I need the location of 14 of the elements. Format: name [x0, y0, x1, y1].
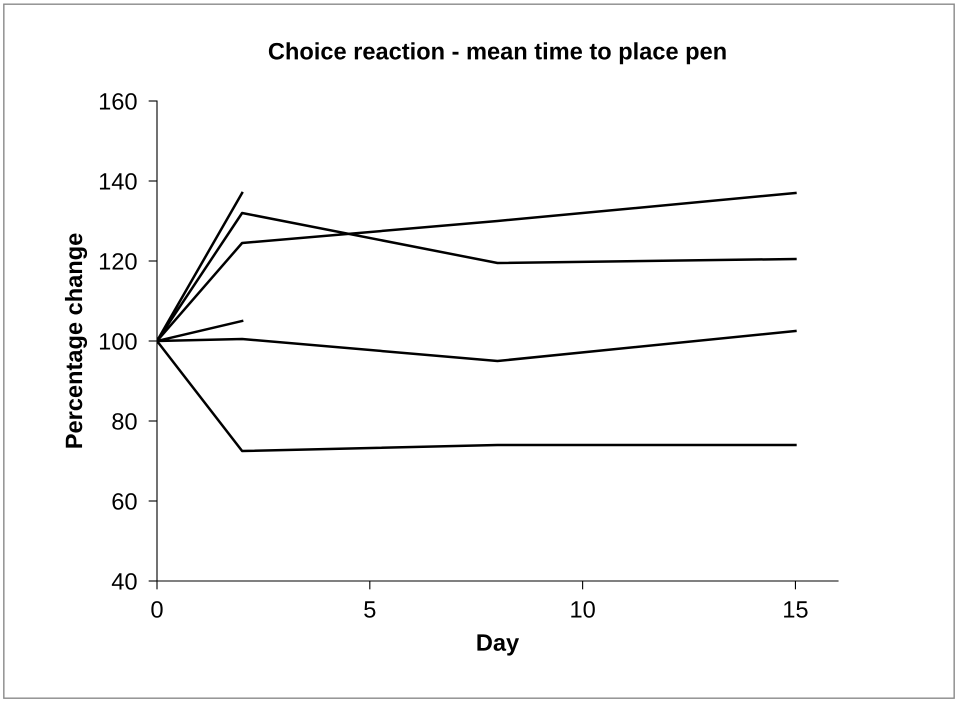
x-tick-label: 5 [364, 601, 376, 618]
chart-title: Choice reaction - mean time to place pen [268, 42, 726, 64]
y-tick-label: 80 [112, 413, 137, 430]
x-tick-label: 10 [571, 601, 595, 618]
x-tick-label: 15 [784, 601, 808, 618]
y-tick-label: 40 [112, 573, 137, 590]
y-axis-title: Percentage change [64, 234, 88, 448]
y-tick-label: 140 [100, 173, 137, 190]
y-tick-label: 160 [100, 93, 137, 110]
y-tick-label: 100 [100, 333, 137, 350]
x-axis-title: Day [477, 634, 520, 656]
y-tick-label: 60 [112, 493, 137, 510]
x-tick-label: 0 [151, 601, 163, 618]
y-tick-label: 120 [100, 253, 137, 270]
